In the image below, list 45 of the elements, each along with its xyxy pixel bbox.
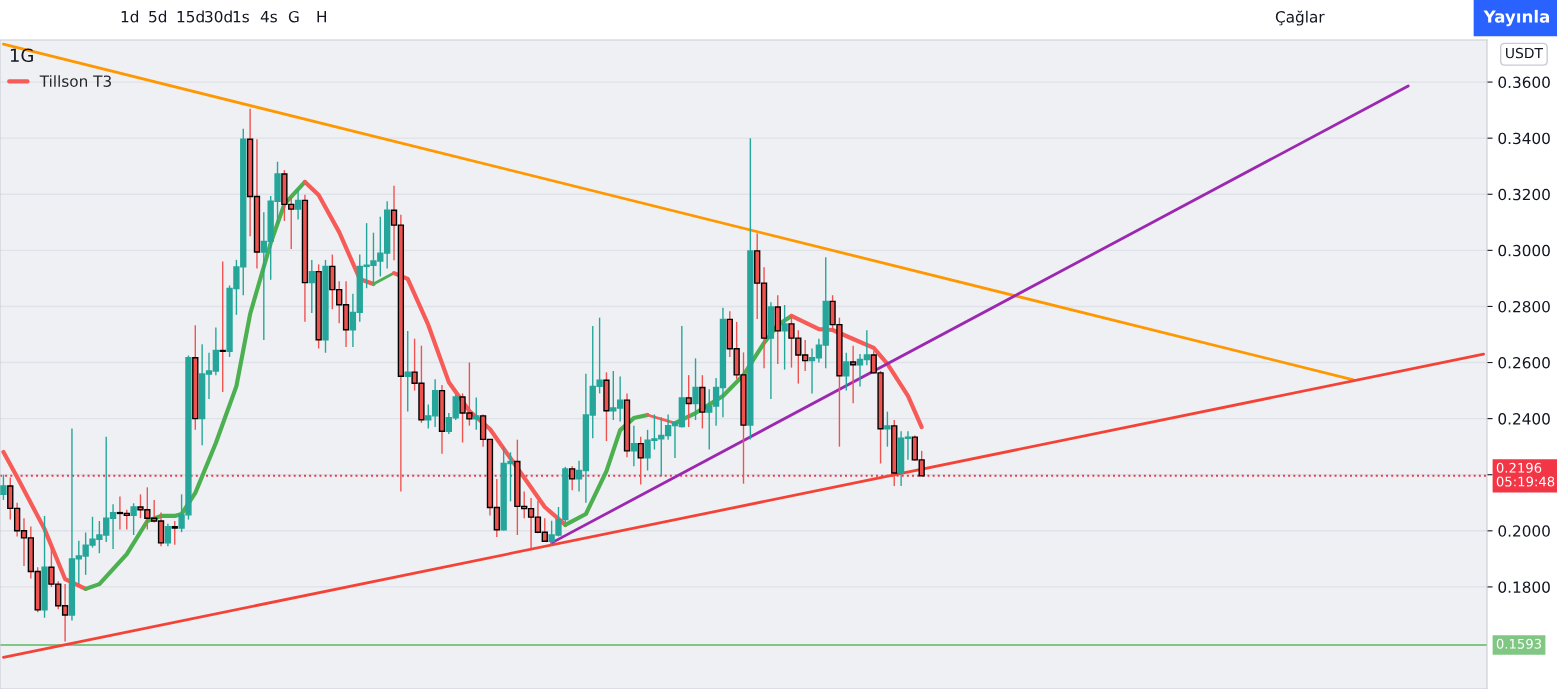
text: 4s (260, 11, 277, 23)
y-tick-label: 0.2600 (1498, 357, 1550, 369)
y-tick-label: 0.3200 (1498, 188, 1550, 201)
candlestick (692, 357, 699, 421)
text: 15d (177, 10, 204, 23)
candlestick (308, 259, 315, 314)
candlestick (569, 465, 576, 491)
candlestick (404, 330, 411, 413)
candlestick (171, 520, 178, 546)
candlestick (685, 374, 692, 428)
text: Yayınla (1483, 9, 1550, 27)
candlestick (294, 189, 302, 221)
candlestick (130, 502, 137, 536)
y-tick-label: 0.2800 (1498, 300, 1550, 313)
y-tick-label: 0.2000 (1498, 525, 1550, 537)
legend-label: Tillson T3 (39, 75, 111, 87)
y-tick-label: 0.2400 (1498, 413, 1550, 425)
y-axis-title: USDT (1506, 47, 1544, 59)
y-tick-label: 0.3000 (1498, 244, 1550, 257)
text: 1s (233, 11, 249, 23)
text: Çağlar (1275, 10, 1325, 26)
candlestick (630, 424, 638, 468)
candlestick (843, 352, 850, 392)
candlestick (774, 294, 781, 365)
y-tick-label: 0.3600 (1498, 76, 1550, 89)
candlestick (849, 345, 857, 404)
candlestick (219, 260, 226, 393)
text: G (288, 10, 299, 23)
candlestick (884, 410, 891, 448)
text: 1d (121, 10, 139, 23)
line-series (1, 449, 88, 591)
candlestick (0, 474, 7, 501)
line-series (563, 412, 650, 528)
y-tick-label: 0.1800 (1498, 581, 1550, 593)
candlestick (473, 396, 480, 431)
ref-line-label: 0.2196 05:19:48 (1496, 462, 1555, 487)
candlestick (637, 436, 644, 486)
text: H (317, 11, 326, 23)
candlestick (164, 523, 172, 547)
ref-line-label: 0.1593 (1496, 638, 1542, 649)
text: 30d (205, 10, 232, 23)
y-tick-label: 0.3400 (1498, 132, 1550, 145)
candlestick (781, 304, 788, 371)
text: 5d (149, 10, 167, 23)
chart-title: 1G (10, 48, 33, 63)
